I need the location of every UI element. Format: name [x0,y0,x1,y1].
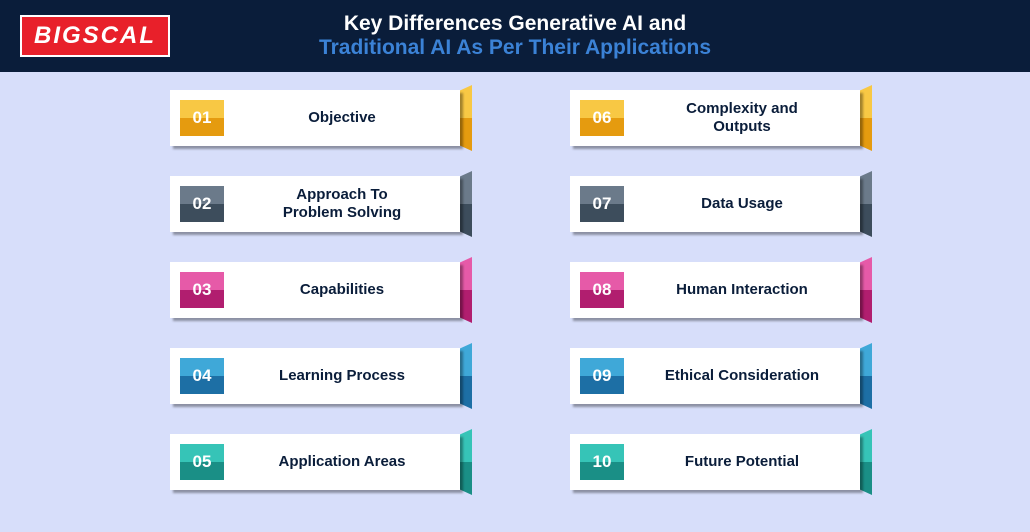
list-item: 10Future Potential [570,434,860,490]
item-number: 01 [180,100,224,136]
list-item: 07Data Usage [570,176,860,232]
item-label: Application Areas [224,453,460,471]
item-label: Capabilities [224,281,460,299]
item-number: 07 [580,186,624,222]
item-number: 04 [180,358,224,394]
item-card: 06Complexity andOutputs [570,90,860,146]
logo: BIGSCAL [20,15,170,57]
list-item: 06Complexity andOutputs [570,90,860,146]
header: BIGSCAL Key Differences Generative AI an… [0,0,1030,72]
item-label: Approach ToProblem Solving [224,186,460,222]
item-card: 09Ethical Consideration [570,348,860,404]
item-number: 02 [180,186,224,222]
item-label: Future Potential [624,453,860,471]
item-number: 03 [180,272,224,308]
list-item: 02Approach ToProblem Solving [170,176,460,232]
list-item: 03Capabilities [170,262,460,318]
list-item: 08Human Interaction [570,262,860,318]
item-card: 10Future Potential [570,434,860,490]
item-card: 03Capabilities [170,262,460,318]
item-number: 06 [580,100,624,136]
column-right: 06Complexity andOutputs 07Data Usage 08Hum… [570,90,860,532]
content: 01Objective02Approach ToProblem Solving0… [0,72,1030,532]
item-number: 10 [580,444,624,480]
item-card: 08Human Interaction [570,262,860,318]
item-number: 09 [580,358,624,394]
item-label: Data Usage [624,195,860,213]
item-number: 05 [180,444,224,480]
item-label: Human Interaction [624,281,860,299]
item-number: 08 [580,272,624,308]
item-card: 01Objective [170,90,460,146]
list-item: 05Application Areas [170,434,460,490]
item-label: Ethical Consideration [624,367,860,385]
list-item: 09Ethical Consideration [570,348,860,404]
item-card: 02Approach ToProblem Solving [170,176,460,232]
item-card: 04Learning Process [170,348,460,404]
list-item: 01Objective [170,90,460,146]
item-label: Objective [224,109,460,127]
list-item: 04Learning Process [170,348,460,404]
item-label: Learning Process [224,367,460,385]
item-card: 07Data Usage [570,176,860,232]
item-card: 05Application Areas [170,434,460,490]
item-label: Complexity andOutputs [624,100,860,136]
column-left: 01Objective02Approach ToProblem Solving0… [170,90,460,532]
